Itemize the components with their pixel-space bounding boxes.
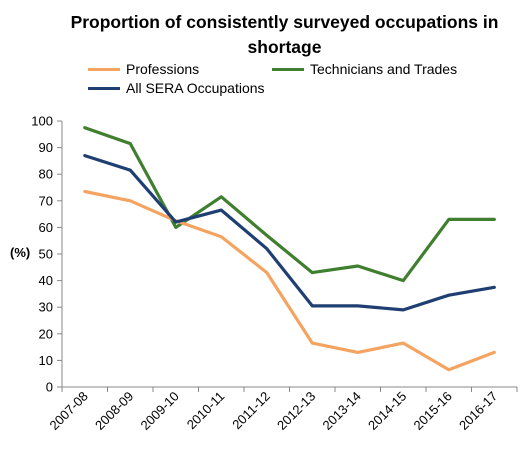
x-tick-label: 2012-13: [274, 389, 318, 433]
x-tick-label: 2011-12: [229, 389, 273, 433]
x-tick-label: 2009-10: [138, 389, 182, 433]
legend-swatch-professions: [88, 67, 120, 71]
legend-label-professions: Professions: [126, 61, 200, 77]
y-tick-label: 50: [39, 247, 53, 262]
series-line-all-sera-occupations: [83, 154, 496, 312]
y-tick-label: 90: [39, 140, 53, 155]
y-axis-label: (%): [10, 245, 31, 260]
series-line-technicians-and-trades: [83, 126, 496, 283]
legend-swatch-technicians-trades: [272, 67, 304, 71]
legend-label-technicians-trades: Technicians and Trades: [310, 61, 458, 77]
y-tick-label: 10: [39, 353, 53, 368]
x-tick-label: 2015-16: [411, 389, 455, 433]
x-tick-label: 2010-11: [184, 389, 228, 433]
legend-label-all-sera: All SERA Occupations: [126, 80, 265, 96]
y-tick-label: 100: [31, 114, 53, 129]
legend-swatch-all-sera: [88, 86, 120, 90]
x-tick-label: 2016-17: [456, 389, 500, 433]
x-tick-label: 2013-14: [320, 389, 364, 433]
x-tick-label: 2008-09: [92, 389, 136, 433]
y-tick-label: 20: [39, 326, 53, 341]
y-tick-label: 80: [39, 167, 53, 182]
y-tick-label: 30: [39, 300, 53, 315]
y-tick-label: 60: [39, 220, 53, 235]
legend-item-all-sera: All SERA Occupations: [88, 80, 265, 96]
y-tick-label: 0: [46, 380, 53, 395]
x-tick-label: 2014-15: [365, 389, 409, 433]
legend-item-professions: Professions: [88, 61, 199, 77]
chart-title: Proportion of consistently surveyed occu…: [70, 12, 499, 57]
legend-item-technicians-trades: Technicians and Trades: [272, 61, 457, 77]
y-tick-label: 70: [39, 193, 53, 208]
x-tick-label: 2007-08: [47, 389, 91, 433]
y-tick-label: 40: [39, 273, 53, 288]
series-line-professions: [83, 189, 496, 372]
